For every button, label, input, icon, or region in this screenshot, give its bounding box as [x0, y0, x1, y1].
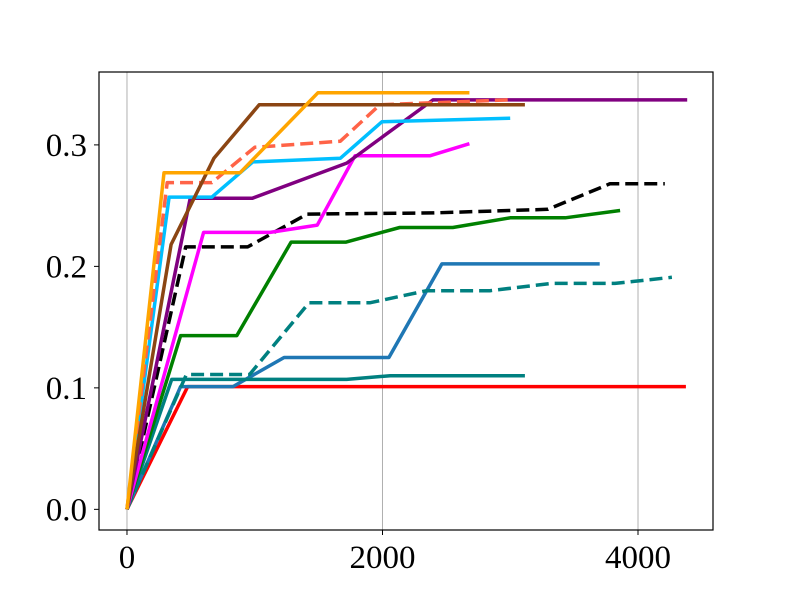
series-line-6: [125, 142, 470, 510]
plot-background: [99, 72, 713, 530]
x-tick-label: 2000: [349, 540, 415, 576]
plot-frame: [98, 71, 714, 531]
y-tick-label: 0.2: [46, 249, 87, 285]
x-tick-label: 0: [119, 540, 136, 576]
x-tick-label: 4000: [605, 540, 671, 576]
series-line-7: [125, 98, 688, 510]
y-tick-label: 0.0: [46, 492, 87, 528]
series-line-10: [125, 103, 525, 510]
series-line-2: [125, 373, 525, 510]
y-tick-label: 0.3: [46, 128, 87, 164]
series-line-4: [125, 208, 621, 510]
series-line-3: [125, 275, 673, 511]
series-line-11: [125, 90, 470, 510]
series-line-9: [125, 98, 508, 510]
series-line-5: [125, 182, 665, 510]
y-tick-label: 0.1: [46, 371, 87, 407]
